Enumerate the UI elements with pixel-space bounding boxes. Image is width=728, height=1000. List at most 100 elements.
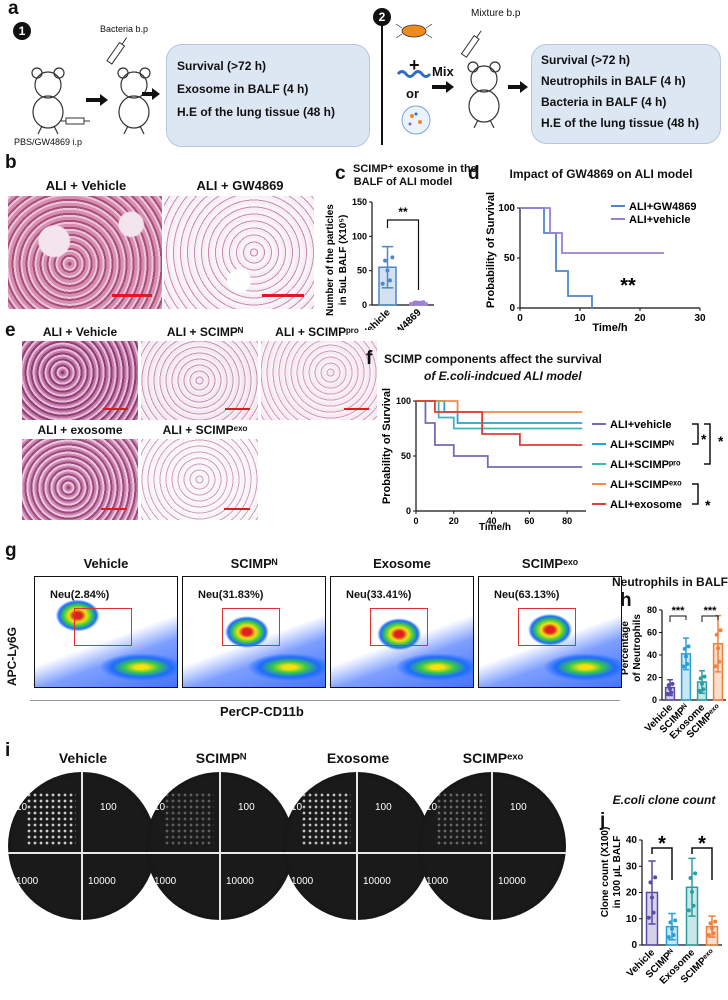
mouse-injection-illustration [31, 37, 151, 135]
mixture-components-illustration [395, 23, 433, 135]
panel-label-h: h [620, 590, 632, 611]
data-point [648, 880, 653, 885]
histology-label: ALI + Vehicle [42, 325, 118, 339]
plate-row: Vehicle 10 100 1000 10000 SCIMPᴺ 10 100 1000 1000… [8, 750, 593, 930]
flow-group-label: Vehicle [83, 556, 129, 571]
data-point [682, 646, 687, 651]
scale-bar [262, 294, 304, 297]
significance-label: *** [704, 605, 718, 617]
dilution-label: 10000 [363, 876, 391, 887]
arrow-icon [508, 81, 528, 93]
y-tick-label: 10 [626, 914, 638, 925]
significance-bracket [704, 423, 711, 465]
significance-bracket [651, 847, 673, 880]
data-point [668, 920, 673, 925]
histology-label: ALI + SCIMPᵉˣᵒ [162, 423, 248, 437]
data-point [713, 919, 718, 924]
bacterial-colonies [26, 792, 76, 847]
readout-1-0: Survival (>72 h) [177, 59, 267, 73]
histology-label: ALI + SCIMPᵖʳᵒ [275, 325, 359, 339]
data-point [653, 875, 658, 880]
x-tick-label: 40 [487, 516, 497, 526]
x-tick-label: 20 [449, 516, 459, 526]
data-point [668, 686, 672, 691]
chart-c: Number of the particles in 5uL BALF (X10… [325, 197, 434, 330]
y-tick-label: 20 [626, 888, 638, 899]
chart-d: Probability of Survival Time/h ** 0 10 20 3… [485, 192, 706, 334]
significance-label: * [698, 833, 706, 855]
scale-bar [344, 408, 369, 410]
series-line [416, 400, 583, 413]
chart-h-ylabel-2: of Neutrophils [632, 614, 643, 682]
neutrophil-percentage: Neu(33.41%) [346, 589, 412, 601]
legend-label: ALI+vehicle [629, 214, 690, 226]
chart-f-title-1: SCIMP components affect the survival [384, 352, 602, 366]
panel-label-d: d [468, 163, 480, 184]
chart-j-ylabel-1: Clone count (X100) [600, 827, 611, 918]
y-tick-label: 0 [509, 303, 515, 314]
legend-label: ALI+vehicle [610, 419, 671, 431]
series-line [416, 400, 583, 430]
data-point [698, 676, 703, 681]
data-point [681, 664, 686, 669]
dilution-label: 10000 [88, 876, 116, 887]
histology-image-ali-vehicle [22, 341, 138, 420]
chart-h: Percentage of Neutrophils 020406080Vehic… [620, 605, 726, 742]
plate-group-label: SCIMPᴺ [195, 750, 247, 766]
data-point [691, 903, 696, 908]
data-point [708, 921, 713, 926]
data-point [684, 654, 688, 659]
chart-f-significance: * [701, 431, 707, 447]
histology-image-ali-vehicle [8, 196, 162, 309]
y-tick-label: 150 [352, 197, 367, 207]
mouse-mixture-illustration [460, 30, 501, 129]
dilution-label: 10 [291, 802, 303, 813]
data-point [700, 681, 704, 686]
scale-bar [112, 294, 152, 297]
significance-bracket [692, 423, 699, 445]
flow-scatter-plot [478, 576, 622, 688]
y-tick-label: 50 [401, 451, 411, 461]
plate-divider [219, 772, 221, 920]
data-point [686, 908, 691, 913]
agar-plate: 10 100 1000 10000 [8, 772, 156, 920]
chart-d-ylabel: Probability of Survival [485, 192, 497, 308]
chart-f-significance: * [705, 497, 711, 513]
data-point [716, 646, 720, 651]
x-tick-label: 80 [562, 516, 572, 526]
bacterial-colonies [301, 792, 351, 847]
histology-image-ali-scimp-n [141, 341, 258, 420]
scale-bar [225, 408, 250, 410]
mix-label: Mix [432, 64, 454, 79]
data-point [383, 258, 388, 263]
step1-marker: 1 [13, 22, 31, 40]
plate-group-label: Vehicle [58, 750, 108, 766]
y-tick-label: 50 [357, 266, 367, 276]
legend-label: ALI+exosome [610, 499, 682, 511]
chart-c-ylabel-2: in 5uL BALF (X10⁵) [338, 215, 349, 306]
data-point [688, 876, 693, 881]
histology-image-ali-exosome [22, 439, 138, 520]
data-point [702, 674, 707, 679]
data-point [670, 681, 675, 686]
neutrophil-gate [222, 608, 280, 646]
readout-box-2: Survival (>72 h) Neutrophils in BALF (4 … [531, 44, 721, 144]
legend-label: ALI+SCIMPᵖʳᵒ [610, 459, 681, 471]
flow-group-label: SCIMPᵉˣᵒ [521, 556, 579, 571]
series-line [416, 400, 583, 446]
dilution-label: 1000 [154, 876, 177, 887]
data-point [673, 918, 678, 923]
plate-divider [8, 852, 156, 854]
step2-marker: 2 [373, 8, 391, 26]
data-point [650, 895, 654, 900]
pbs-ip-label: PBS/GW4869 i.p [14, 137, 83, 147]
chart-j-ylabel-2: in 100 μL BALF [612, 836, 623, 909]
data-point [421, 300, 426, 305]
histology-label: ALI + Vehicle [45, 178, 127, 193]
chart-f-xlabel: Time/h [479, 522, 511, 533]
bacteria-bp-label: Bacteria b.p [100, 24, 149, 34]
bacterial-colonies [164, 792, 214, 847]
data-point [380, 281, 385, 286]
x-tick-label: 20 [634, 313, 646, 324]
readout-2-3: H.E of the lung tissue (48 h) [541, 116, 700, 130]
